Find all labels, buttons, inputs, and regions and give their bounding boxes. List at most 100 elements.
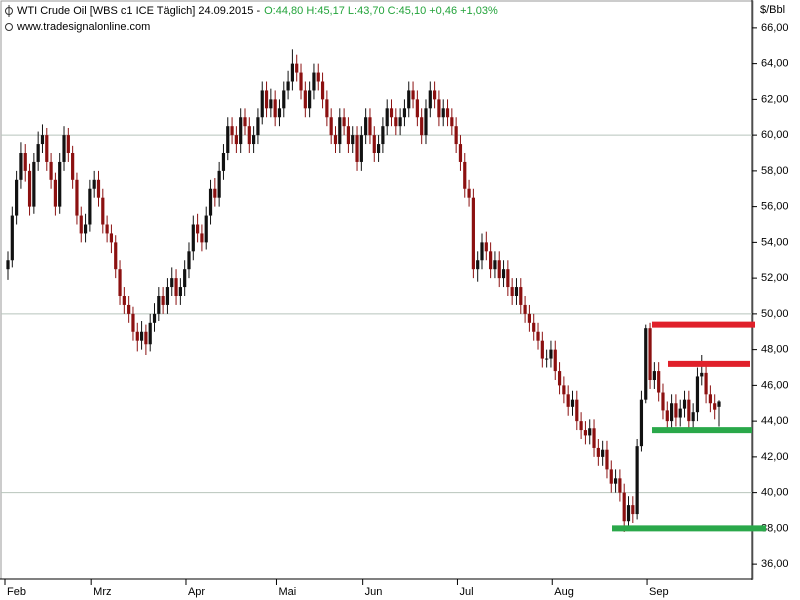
candle-body bbox=[92, 179, 96, 189]
y-tick-label: 64,00 bbox=[761, 58, 789, 70]
y-tick-label: 50,00 bbox=[761, 308, 789, 320]
candle-body bbox=[36, 144, 40, 162]
candle-body bbox=[519, 287, 523, 305]
candle-body bbox=[200, 233, 204, 243]
candle-body bbox=[670, 403, 674, 422]
candle-body bbox=[183, 269, 187, 288]
candle-body bbox=[661, 392, 665, 411]
candle-body bbox=[622, 492, 626, 522]
candle-body bbox=[191, 224, 195, 252]
candle-body bbox=[277, 108, 282, 118]
candle-body bbox=[433, 90, 437, 100]
candle-body bbox=[148, 322, 152, 345]
candle-body bbox=[213, 188, 217, 198]
candle-body bbox=[19, 153, 23, 180]
candle-body bbox=[157, 296, 161, 314]
candle-body bbox=[178, 287, 182, 296]
candle-body bbox=[342, 117, 346, 127]
candle-body bbox=[609, 469, 613, 484]
candle-body bbox=[411, 90, 415, 100]
candle-body bbox=[208, 188, 213, 216]
candle-body bbox=[454, 126, 458, 145]
candle-body bbox=[290, 63, 294, 82]
x-tick-label: Jun bbox=[365, 586, 383, 598]
candle-body bbox=[583, 430, 588, 436]
candle-body bbox=[368, 117, 372, 136]
candle-body bbox=[497, 260, 501, 279]
candle-body bbox=[588, 428, 592, 436]
candle-body bbox=[45, 135, 49, 162]
candle-body bbox=[260, 90, 264, 118]
candle-body bbox=[109, 233, 114, 243]
candle-body bbox=[71, 153, 75, 180]
y-unit: $/Bbl bbox=[760, 4, 785, 16]
candle-body bbox=[372, 135, 376, 153]
candle-body bbox=[476, 260, 480, 270]
y-tick-label: 40,00 bbox=[761, 487, 789, 499]
candle-body bbox=[648, 328, 652, 381]
y-tick-label: 66,00 bbox=[761, 22, 789, 34]
candle-body bbox=[273, 99, 277, 118]
y-tick-label: 62,00 bbox=[761, 93, 789, 105]
candle-body bbox=[635, 446, 639, 515]
candle-body bbox=[682, 399, 687, 409]
candle-body bbox=[631, 505, 635, 515]
candle-body bbox=[299, 72, 303, 91]
candle-body bbox=[247, 126, 251, 145]
x-tick-label: Apr bbox=[188, 586, 205, 598]
quote: O:44,80 H:45,17 L:43,70 C:45,10 +0,46 +1… bbox=[264, 5, 498, 17]
candle-body bbox=[329, 117, 333, 136]
candle-body bbox=[234, 135, 238, 145]
candle-body bbox=[88, 188, 92, 225]
candle-body bbox=[96, 179, 101, 198]
y-tick-label: 46,00 bbox=[761, 379, 789, 391]
candle-body bbox=[320, 81, 325, 100]
x-tick-label: Jul bbox=[459, 586, 473, 598]
candle-body bbox=[286, 81, 290, 91]
candle-body bbox=[325, 99, 329, 118]
candle-body bbox=[536, 331, 540, 341]
candle-body bbox=[639, 399, 644, 447]
x-tick-label: Aug bbox=[554, 586, 574, 598]
candle-body bbox=[613, 478, 618, 484]
candle-body bbox=[441, 108, 445, 118]
candle-body bbox=[243, 117, 247, 127]
candle-body bbox=[221, 153, 226, 171]
candle-body bbox=[596, 447, 600, 457]
candle-body bbox=[23, 153, 27, 171]
candle-body bbox=[385, 108, 389, 127]
candle-body bbox=[359, 135, 363, 162]
candle-body bbox=[127, 304, 131, 314]
candle-body bbox=[282, 90, 286, 109]
y-tick-label: 56,00 bbox=[761, 201, 789, 213]
candle-body bbox=[204, 215, 208, 243]
candle-body bbox=[139, 331, 144, 341]
candle-body bbox=[493, 260, 497, 270]
y-tick-label: 54,00 bbox=[761, 236, 789, 248]
candle-body bbox=[303, 90, 307, 109]
candle-body bbox=[394, 117, 398, 127]
candle-body bbox=[389, 108, 394, 118]
candle-body bbox=[295, 63, 299, 73]
candle-body bbox=[355, 135, 359, 162]
candle-body bbox=[364, 117, 368, 136]
candle-body bbox=[713, 403, 717, 410]
candle-body bbox=[170, 278, 174, 288]
candle-body bbox=[674, 403, 678, 418]
candle-body bbox=[420, 117, 424, 136]
candle-body bbox=[717, 401, 721, 407]
y-tick-label: 42,00 bbox=[761, 451, 789, 463]
candle-body bbox=[316, 72, 320, 82]
candle-body bbox=[144, 331, 148, 345]
candle-body bbox=[105, 224, 109, 234]
candle-body bbox=[540, 340, 544, 359]
candle-body bbox=[376, 144, 381, 153]
candle-body bbox=[626, 505, 631, 522]
candle-body bbox=[566, 394, 570, 407]
candle-body bbox=[605, 449, 609, 470]
candle-body bbox=[570, 399, 575, 407]
candle-body bbox=[338, 117, 342, 145]
candle-body bbox=[161, 296, 165, 305]
x-tick-label: Sep bbox=[649, 586, 669, 598]
